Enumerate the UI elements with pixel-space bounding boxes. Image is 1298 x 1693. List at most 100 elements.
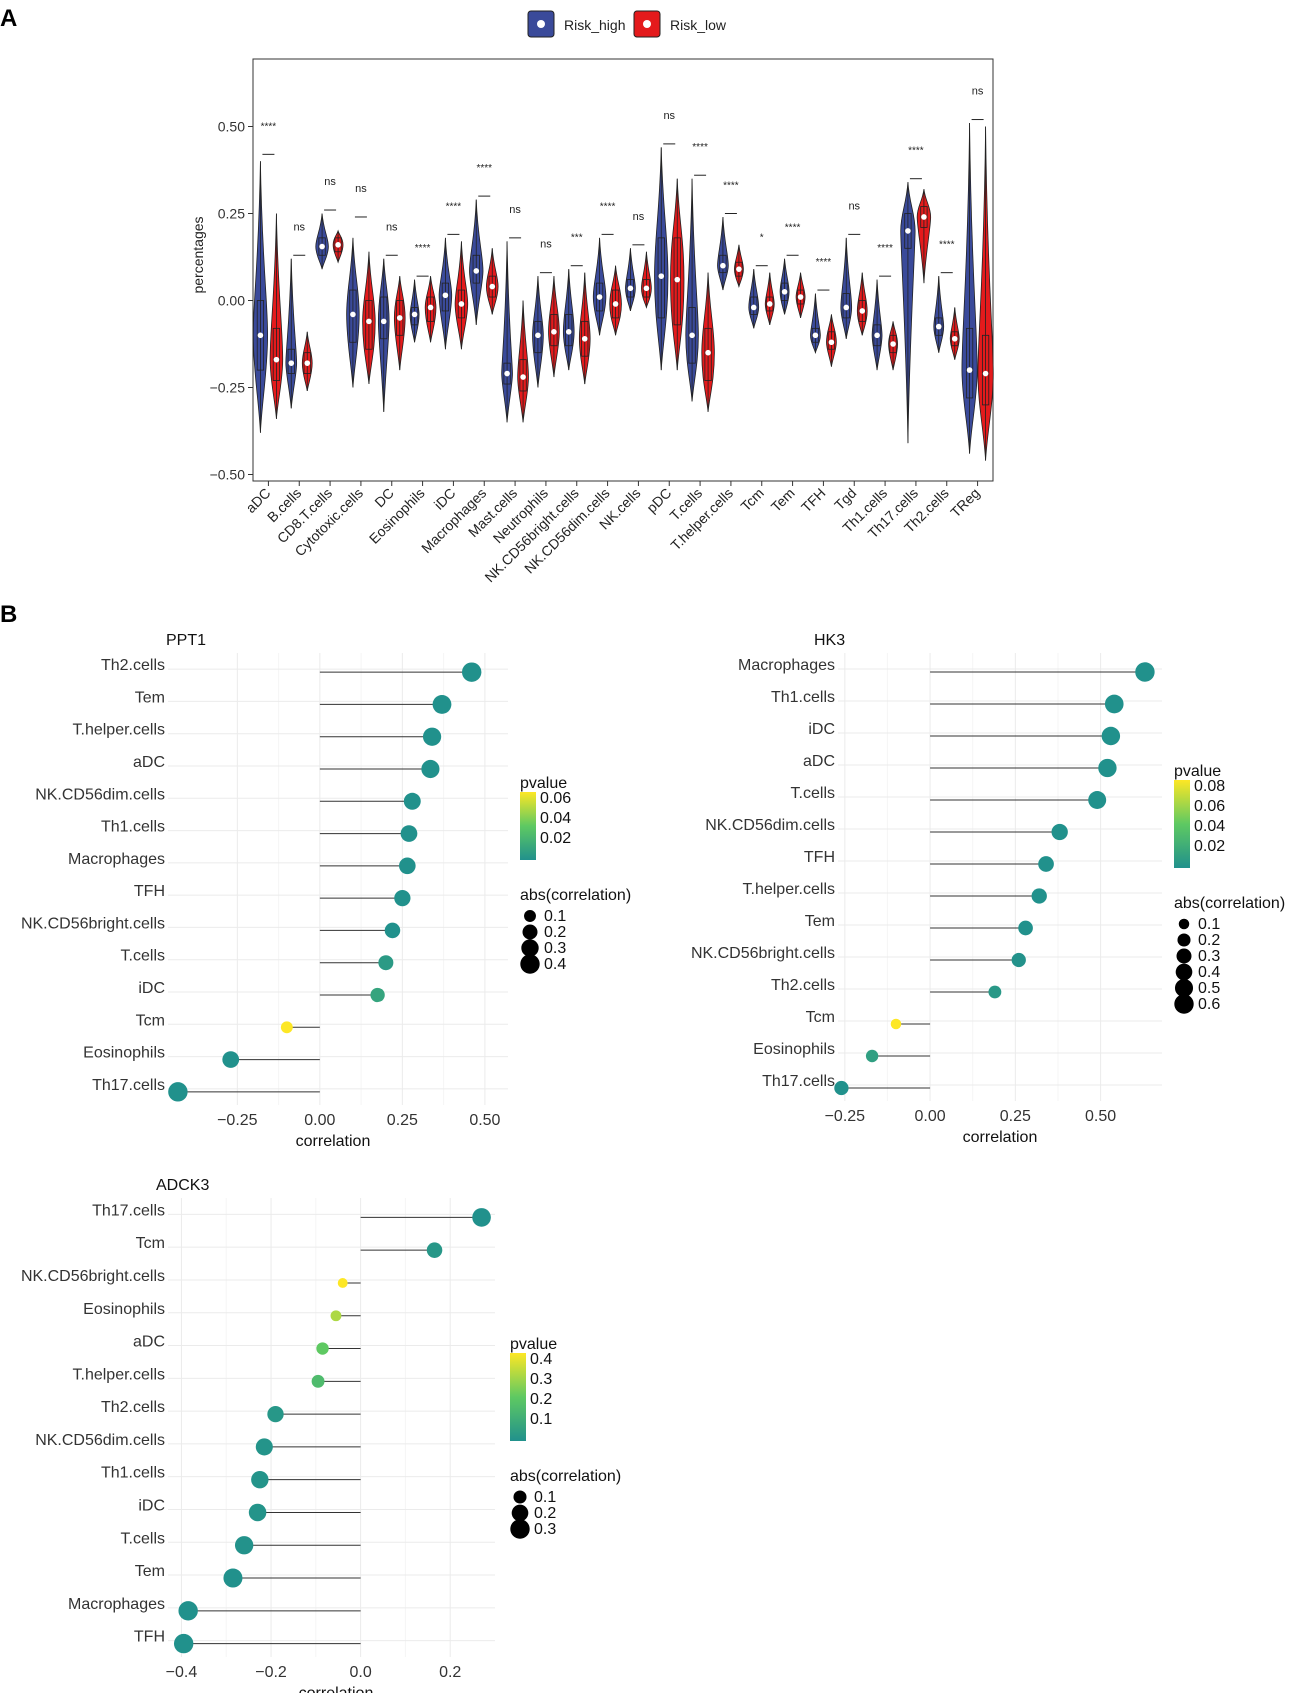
box-treg-high bbox=[965, 327, 974, 399]
adck3-size-legend-title: abs(correlation) bbox=[510, 1468, 621, 1485]
box-t-cells-high bbox=[688, 307, 696, 364]
ppt1-x-tick-label: 0.00 bbox=[304, 1112, 335, 1129]
significance-label-macrophages: **** bbox=[476, 163, 492, 174]
median-cd8-t-cells-low bbox=[335, 242, 341, 248]
hk3-y-label-eosinophils: Eosinophils bbox=[753, 1041, 835, 1058]
box-cd8-t-cells-low bbox=[334, 237, 342, 253]
hk3-size-legend-dot bbox=[1175, 963, 1193, 981]
significance-label-tcm: * bbox=[760, 233, 764, 244]
ppt1-y-label-macrophages: Macrophages bbox=[68, 851, 165, 868]
box-idc-low bbox=[457, 289, 466, 319]
adck3-point-tfh bbox=[173, 1633, 194, 1654]
median-macrophages-high bbox=[473, 268, 480, 274]
adck3-size-legend-dot bbox=[511, 1504, 529, 1522]
hk3-point-adc bbox=[1098, 758, 1117, 778]
lollipop-chart-ppt1: −0.25 0.00 0.25 0.50 PPT1 correlation Th2.cell… bbox=[21, 632, 631, 1150]
box-dc-low bbox=[396, 300, 404, 336]
ppt1-y-label-eosinophils: Eosinophils bbox=[83, 1045, 165, 1062]
significance-label-treg: ns bbox=[972, 86, 984, 98]
median-tem-low bbox=[797, 294, 804, 300]
median-th2-cells-high bbox=[935, 323, 942, 330]
adck3-size-legend-label: 0.2 bbox=[534, 1505, 556, 1522]
significance-label-neutrophils: ns bbox=[540, 239, 552, 251]
ppt1-x-tick-label: 0.50 bbox=[469, 1112, 500, 1129]
adck3-point-tem bbox=[223, 1568, 243, 1588]
box-th17-cells-low bbox=[920, 206, 928, 228]
box-th2-cells-high bbox=[935, 317, 943, 336]
box-tfh-high bbox=[811, 327, 820, 343]
significance-label-nk-cells: ns bbox=[633, 211, 645, 223]
ppt1-size-legend-label: 0.1 bbox=[544, 908, 566, 925]
median-adc-high bbox=[257, 332, 264, 339]
box-nk-cd56dim-cells-high bbox=[595, 282, 604, 312]
ppt1-point-eosinophils bbox=[222, 1051, 240, 1068]
hk3-size-legend-label: 0.3 bbox=[1198, 948, 1220, 965]
hk3-y-label-tem: Tem bbox=[805, 913, 835, 930]
median-neutrophils-high bbox=[535, 332, 541, 339]
median-nk-cd56bright-cells-high bbox=[565, 329, 572, 335]
ppt1-x-tick-label: 0.25 bbox=[387, 1112, 418, 1129]
x-tick-label: DC bbox=[371, 485, 397, 511]
y-tick-label: 0.25 bbox=[218, 206, 245, 222]
median-dc-high bbox=[380, 318, 387, 325]
significance-label-nk-cd56bright-cells: *** bbox=[571, 233, 583, 244]
adck3-x-tick-label: 0.0 bbox=[349, 1664, 371, 1681]
x-tick-label: TFH bbox=[798, 485, 829, 516]
median-treg-high bbox=[966, 367, 973, 373]
hk3-pvalue-legend-label: 0.06 bbox=[1194, 798, 1225, 815]
violin-panel-border bbox=[252, 58, 994, 482]
adck3-y-label-idc: iDC bbox=[138, 1497, 165, 1514]
box-idc-high bbox=[441, 282, 450, 312]
hk3-x-axis-label: correlation bbox=[963, 1129, 1038, 1146]
ppt1-y-label-nk-cd56dim-cells: NK.CD56dim.cells bbox=[35, 786, 165, 803]
median-t-cells-high bbox=[689, 332, 695, 339]
hk3-y-label-tfh: TFH bbox=[804, 849, 835, 866]
adck3-y-label-adc: aDC bbox=[133, 1334, 165, 1351]
box-neutrophils-high bbox=[534, 320, 542, 354]
median-th1-cells-low bbox=[890, 341, 896, 347]
hk3-size-legend-dot bbox=[1177, 933, 1191, 947]
hk3-x-tick-label: −0.25 bbox=[825, 1108, 866, 1125]
ppt1-pvalue-legend-label: 0.04 bbox=[540, 810, 571, 827]
adck3-y-label-tcm: Tcm bbox=[136, 1235, 165, 1252]
median-b-cells-low bbox=[304, 360, 311, 366]
significance-label-th17-cells: **** bbox=[908, 146, 924, 157]
hk3-point-eosinophils bbox=[865, 1049, 879, 1063]
median-cd8-t-cells-high bbox=[319, 243, 325, 250]
hk3-point-th17-cells bbox=[834, 1080, 849, 1096]
ppt1-size-legend-title: abs(correlation) bbox=[520, 887, 631, 904]
median-th17-cells-low bbox=[921, 214, 927, 220]
adck3-pvalue-legend-label: 0.2 bbox=[530, 1391, 552, 1408]
median-macrophages-low bbox=[489, 283, 496, 290]
box-cd8-t-cells-high bbox=[318, 237, 326, 256]
hk3-point-nk-cd56dim-cells bbox=[1051, 823, 1068, 841]
violin-legend: Risk_high Risk_low bbox=[527, 10, 727, 38]
box-adc-high bbox=[256, 300, 265, 371]
hk3-pvalue-colorbar bbox=[1174, 780, 1190, 868]
box-mast-cells-low bbox=[519, 359, 527, 392]
adck3-size-legend-dot bbox=[513, 1490, 527, 1504]
significance-label-pdc: ns bbox=[663, 110, 675, 122]
ppt1-plot-area bbox=[168, 653, 508, 1105]
hk3-plot-area bbox=[838, 653, 1162, 1101]
median-nk-cells-low bbox=[643, 285, 650, 292]
adck3-point-macrophages bbox=[178, 1601, 198, 1621]
ppt1-y-label-tcm: Tcm bbox=[136, 1012, 165, 1029]
adck3-point-t-cells bbox=[234, 1536, 254, 1555]
ppt1-y-label-idc: iDC bbox=[138, 980, 165, 997]
median-th2-cells-low bbox=[951, 335, 958, 342]
box-nk-cd56bright-cells-high bbox=[565, 314, 573, 347]
box-nk-cells-high bbox=[626, 279, 635, 298]
hk3-point-macrophages bbox=[1135, 662, 1155, 682]
adck3-size-legend-label: 0.3 bbox=[534, 1521, 556, 1538]
box-tcm-low bbox=[766, 296, 774, 312]
ppt1-size-legend-dot bbox=[522, 924, 538, 940]
median-th17-cells-high bbox=[905, 228, 911, 234]
median-mast-cells-high bbox=[504, 370, 510, 377]
adck3-y-label-eosinophils: Eosinophils bbox=[83, 1301, 165, 1318]
box-nk-cd56bright-cells-low bbox=[581, 320, 589, 357]
ppt1-point-adc bbox=[421, 759, 440, 779]
box-b-cells-low bbox=[303, 352, 311, 374]
significance-label-tem: **** bbox=[785, 222, 801, 233]
